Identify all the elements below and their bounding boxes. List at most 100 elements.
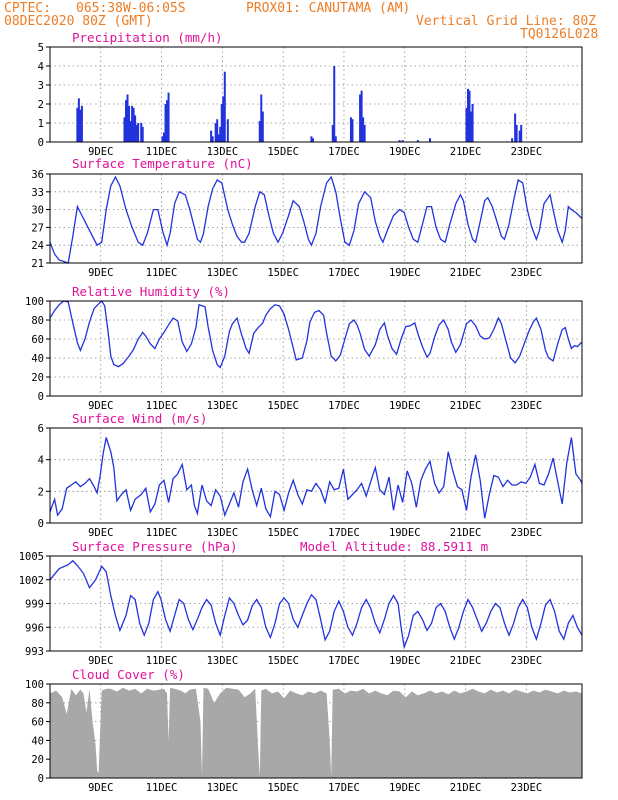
x-tick-label: 9DEC [88, 655, 113, 667]
y-tick-label: 1 [38, 118, 44, 130]
precip-bar [310, 136, 313, 142]
precip-bar [470, 111, 473, 142]
x-tick-label: 17DEC [328, 400, 360, 412]
humidity-title: Relative Humidity (%) [72, 284, 230, 299]
y-tick-label: 24 [31, 240, 44, 252]
precip-bar [167, 92, 170, 142]
precip-bar [261, 111, 264, 142]
model-altitude-annotation: Model Altitude: 88.5911 m [300, 539, 488, 554]
precip-bar [129, 121, 132, 142]
header-coords: 065:38W-06:05S [76, 1, 186, 16]
x-tick-label: 11DEC [146, 782, 178, 794]
precip-bar [331, 124, 334, 142]
precip-bar [467, 88, 469, 142]
precipitation-panel: Precipitation (mm/h) 9DEC 11DEC 13DEC 15DEC… [38, 30, 583, 158]
plot-frame [49, 173, 583, 264]
x-tick-label: 21DEC [450, 527, 482, 539]
temperature-title: Surface Temperature (nC) [72, 156, 253, 171]
y-tick-label: 60 [31, 717, 44, 729]
precip-bar [141, 126, 144, 142]
y-tick-label: 40 [31, 353, 44, 365]
precip-bar [135, 124, 138, 142]
precip-bar [311, 138, 314, 142]
precip-bar [126, 94, 129, 142]
precip-bar [416, 140, 419, 142]
x-tick-label: 15DEC [267, 655, 299, 667]
precip-bar [362, 117, 365, 142]
temperature-panel: Surface Temperature (nC) 9DEC 11DEC 13DEC 1… [31, 156, 583, 279]
x-tick-label: 19DEC [389, 146, 421, 158]
precip-bar [216, 119, 219, 142]
cloud-cover-panel: Cloud Cover (%) 9DEC 11DEC 13DEC 15DEC 17DEC… [25, 667, 583, 794]
precip-bar [77, 98, 80, 142]
precip-bar [123, 117, 126, 142]
precip-bar [429, 138, 431, 142]
x-tick-label: 13DEC [207, 400, 239, 412]
x-tick-label: 9DEC [88, 400, 113, 412]
x-tick-label: 17DEC [328, 527, 360, 539]
y-tick-label: 2 [38, 486, 44, 498]
precip-bar [222, 96, 225, 142]
precip-bar [511, 138, 514, 142]
header-run: 08DEC2020 80Z (GMT) [4, 14, 153, 29]
pressure-title: Surface Pressure (hPa) [72, 539, 238, 554]
pressure-panel: Surface Pressure (hPa) Model Altitude: 8… [19, 539, 583, 667]
precip-bar [217, 134, 220, 142]
precip-bar [401, 140, 404, 142]
precip-bar [471, 104, 474, 142]
y-tick-label: 999 [25, 599, 44, 611]
precip-bar [223, 71, 226, 142]
precip-bar [515, 124, 518, 142]
header-vgrid: Vertical Grid Line: 80Z [416, 14, 596, 29]
x-tick-label: 9DEC [88, 527, 113, 539]
x-tick-label: 9DEC [88, 146, 113, 158]
y-tick-label: 20 [31, 372, 44, 384]
x-tick-label: 23DEC [511, 527, 543, 539]
y-tick-label: 6 [38, 423, 44, 435]
x-tick-label: 21DEC [450, 655, 482, 667]
x-tick-label: 19DEC [389, 267, 421, 279]
precip-bar [260, 94, 263, 142]
x-tick-label: 21DEC [450, 146, 482, 158]
x-tick-label: 15DEC [267, 146, 299, 158]
y-tick-label: 80 [31, 315, 44, 327]
x-tick-label: 17DEC [328, 146, 360, 158]
plot-frame [49, 300, 583, 397]
precip-bar [334, 136, 337, 142]
x-tick-label: 13DEC [207, 655, 239, 667]
x-tick-label: 11DEC [146, 146, 178, 158]
wind-panel: Surface Wind (m/s) 9DEC 11DEC 13DEC 15DEC 17… [38, 411, 583, 539]
humidity-panel: Relative Humidity (%) 9DEC 11DEC 13DEC 15DE… [25, 284, 583, 412]
precip-bar [131, 105, 134, 142]
precip-bar [166, 100, 169, 142]
header-source: CPTEC: [4, 1, 51, 16]
precip-bar [220, 104, 223, 142]
y-tick-label: 21 [31, 258, 44, 270]
x-tick-label: 19DEC [389, 782, 421, 794]
precip-bar [360, 90, 363, 142]
y-tick-label: 60 [31, 334, 44, 346]
x-tick-label: 15DEC [267, 267, 299, 279]
x-tick-label: 15DEC [267, 400, 299, 412]
x-tick-label: 21DEC [450, 782, 482, 794]
x-tick-label: 19DEC [389, 527, 421, 539]
precip-bar [125, 100, 127, 142]
precip-bar [363, 124, 366, 142]
y-tick-label: 1002 [19, 575, 44, 587]
header-model-code: TQ0126L028 [520, 27, 598, 42]
x-tick-label: 13DEC [207, 267, 239, 279]
x-tick-label: 15DEC [267, 527, 299, 539]
x-tick-label: 19DEC [389, 655, 421, 667]
x-tick-label: 11DEC [146, 267, 178, 279]
precip-bar [134, 115, 137, 142]
x-tick-label: 21DEC [450, 267, 482, 279]
x-tick-label: 15DEC [267, 782, 299, 794]
precip-bar [137, 123, 140, 142]
y-tick-label: 1005 [19, 551, 44, 563]
x-tick-label: 13DEC [207, 146, 239, 158]
precip-bar [349, 117, 352, 142]
y-tick-label: 996 [25, 622, 44, 634]
precip-bar [211, 136, 214, 142]
x-tick-label: 21DEC [450, 400, 482, 412]
